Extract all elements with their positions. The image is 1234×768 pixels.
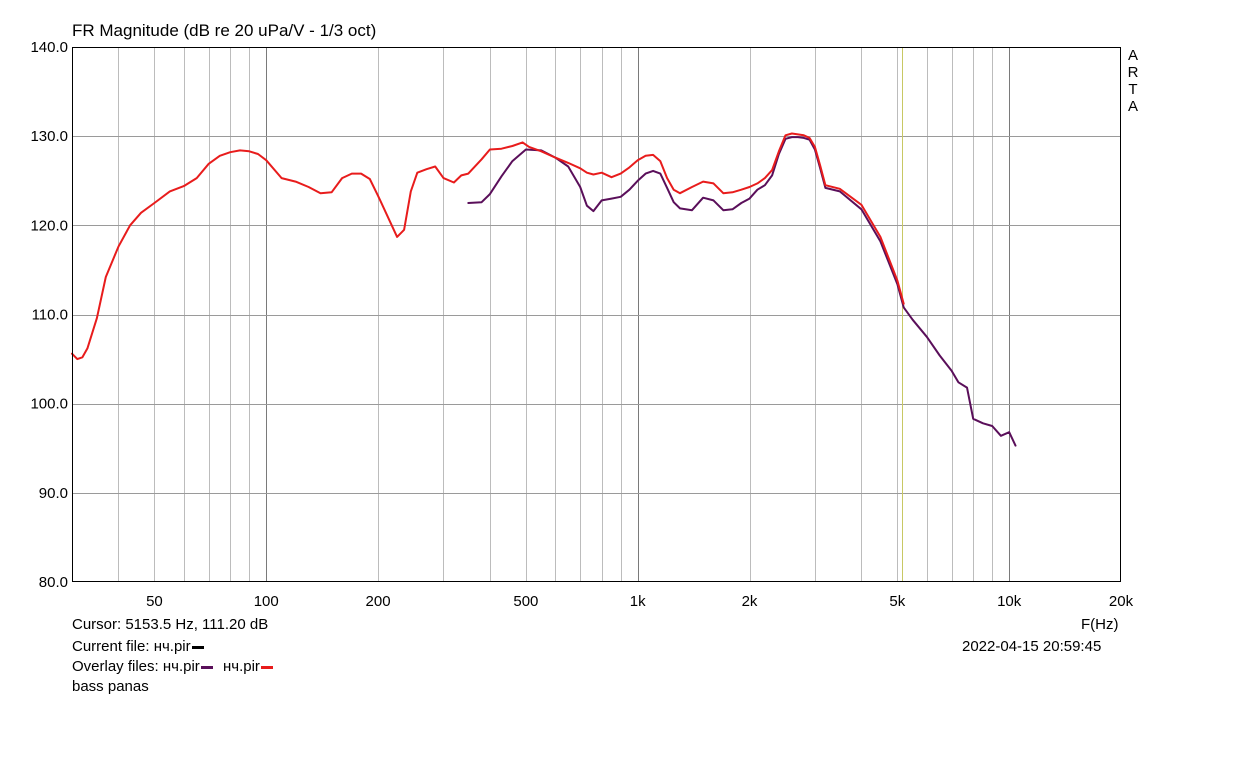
x-tick-label: 20k <box>1109 593 1134 610</box>
plot-frame <box>72 47 1121 582</box>
series-line-2 <box>71 132 905 361</box>
y-tick-label: 110.0 <box>32 307 68 324</box>
current-file-swatch <box>191 645 204 649</box>
current-file: Current file: нч.pir <box>72 638 204 655</box>
x-tick-labels: 50 100 200 500 1k 2k 5k 10k 20k <box>146 593 1134 610</box>
overlay-swatch-2 <box>260 665 273 669</box>
comment: bass panas <box>72 678 149 695</box>
x-tick-label: 1k <box>630 593 646 610</box>
y-tick-label: 140.0 <box>30 39 68 56</box>
x-tick-label: 2k <box>742 593 758 610</box>
x-tick-label: 10k <box>997 593 1022 610</box>
plot-area <box>72 47 1121 582</box>
x-tick-label: 50 <box>146 593 163 610</box>
x-tick-label: 500 <box>513 593 538 610</box>
series-layer <box>71 132 1017 447</box>
x-tick-label: 100 <box>254 593 279 610</box>
y-tick-label: 80.0 <box>39 574 68 591</box>
x-tick-label: 5k <box>889 593 905 610</box>
timestamp: 2022-04-15 20:59:45 <box>962 638 1102 655</box>
y-tick-labels: 140.0 130.0 120.0 110.0 100.0 90.0 80.0 <box>30 39 68 591</box>
overlay-file-2: нч.pir <box>222 658 260 675</box>
current-file-label: Current file: нч.pir <box>72 638 191 655</box>
series-line-1 <box>467 136 1017 447</box>
cursor-readout: Cursor: 5153.5 Hz, 111.20 dB <box>72 616 269 633</box>
y-tick-label: 90.0 <box>39 485 68 502</box>
grid <box>72 47 1121 582</box>
overlay-files-label: Overlay files: нч.pir <box>72 658 200 675</box>
y-tick-label: 130.0 <box>30 128 68 145</box>
y-tick-label: 120.0 <box>30 217 68 234</box>
x-axis-label: F(Hz) <box>1081 616 1119 633</box>
overlay-files: Overlay files: нч.pir нч.pir <box>72 658 273 675</box>
x-tick-label: 200 <box>366 593 391 610</box>
y-tick-label: 100.0 <box>30 396 68 413</box>
overlay-swatch-1 <box>200 665 213 669</box>
chart-title: FR Magnitude (dB re 20 uPa/V - 1/3 oct) <box>72 21 377 40</box>
